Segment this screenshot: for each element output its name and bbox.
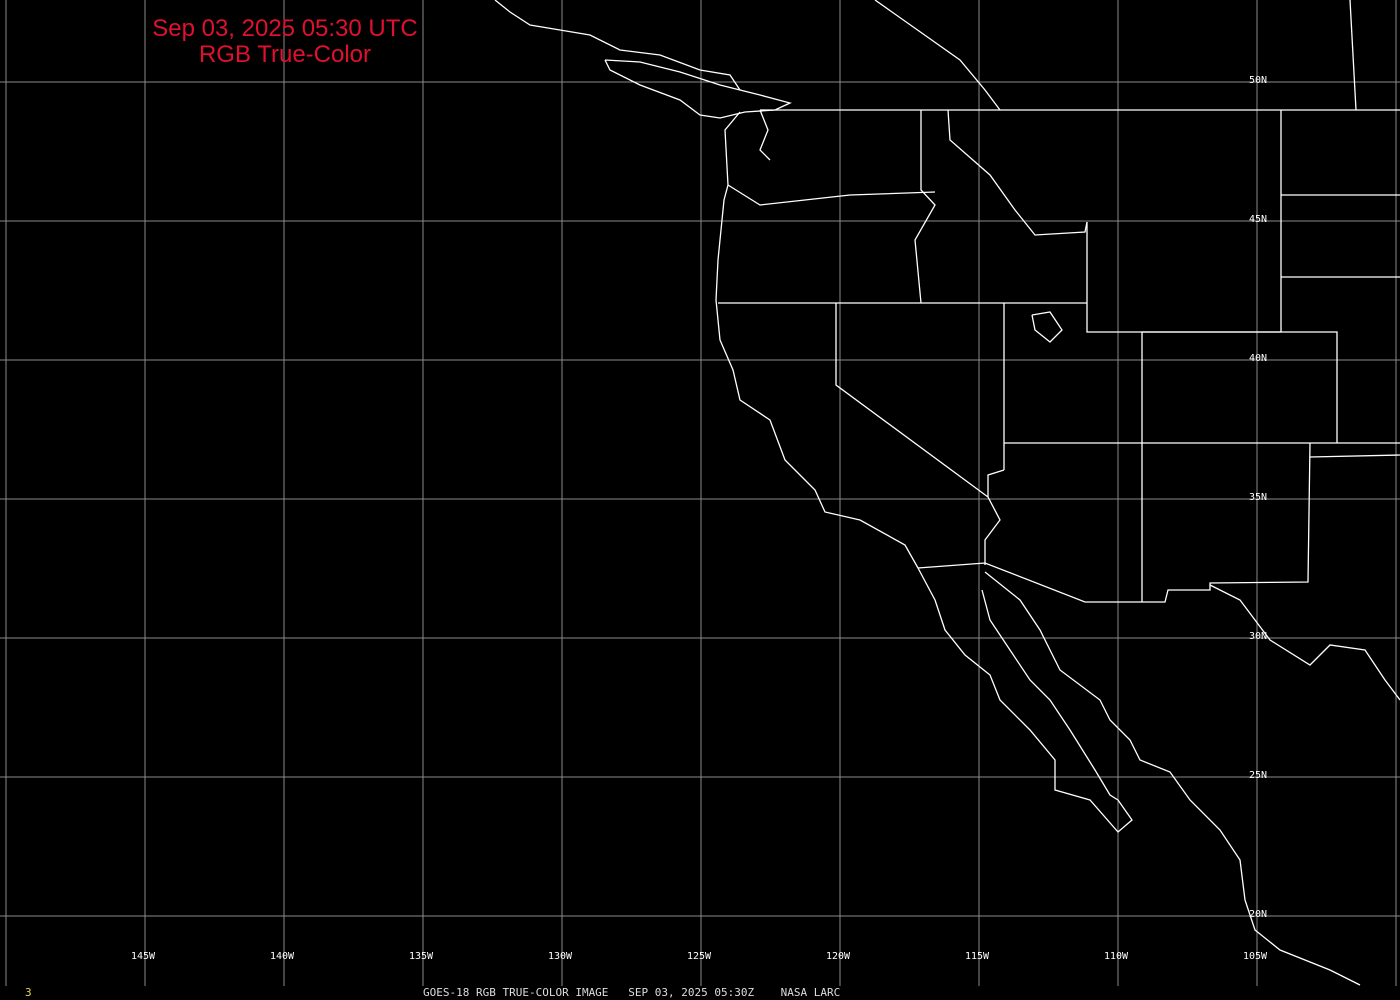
- ut-co: [1142, 331, 1338, 443]
- longitude-label: 120W: [826, 951, 851, 962]
- latitude-label: 30N: [1249, 631, 1268, 642]
- latitude-label: 35N: [1249, 492, 1268, 503]
- latitude-label: 20N: [1249, 909, 1268, 920]
- coastlines-and-borders: [494, 0, 1400, 986]
- title-datetime: Sep 03, 2025 05:30 UTC: [152, 15, 418, 42]
- or-id-border: [914, 110, 936, 304]
- coastline-west-us: [715, 111, 919, 569]
- colorado-river: [984, 469, 1005, 565]
- latitude-label: 45N: [1249, 214, 1268, 225]
- coastline-mexico: [984, 571, 1361, 986]
- coastline-baja-gulf: [981, 589, 1119, 801]
- nm-border: [1309, 454, 1400, 458]
- wy-west: [1086, 222, 1281, 333]
- id-mt-border: [947, 109, 1088, 236]
- nm-east: [917, 442, 1311, 603]
- coastline-puget: [759, 109, 771, 161]
- bc-alberta-border: [874, 0, 1001, 111]
- great-salt-lake: [1031, 311, 1063, 343]
- coastline-gulf-north: [1209, 584, 1400, 701]
- longitude-label: 110W: [1104, 951, 1129, 962]
- longitude-label: 130W: [548, 951, 573, 962]
- image-caption: GOES-18 RGB TRUE-COLOR IMAGE SEP 03, 202…: [423, 986, 841, 999]
- wa-or-border: [727, 184, 936, 206]
- frame-number: 3: [25, 986, 32, 999]
- longitude-label: 115W: [965, 951, 990, 962]
- longitude-label: 140W: [270, 951, 295, 962]
- latitude-label: 50N: [1249, 75, 1268, 86]
- longitude-label: 125W: [687, 951, 712, 962]
- ca-nv-border: [835, 303, 989, 498]
- latitude-label: 40N: [1249, 353, 1268, 364]
- longitude-label: 135W: [409, 951, 434, 962]
- latitude-label: 25N: [1249, 770, 1268, 781]
- coastline-baja-west: [917, 567, 1133, 833]
- longitude-label: 105W: [1243, 951, 1268, 962]
- canada-province-border: [1349, 0, 1357, 111]
- coastline-bc: [494, 0, 741, 91]
- title-product: RGB True-Color: [198, 41, 372, 68]
- longitude-label: 145W: [131, 951, 156, 962]
